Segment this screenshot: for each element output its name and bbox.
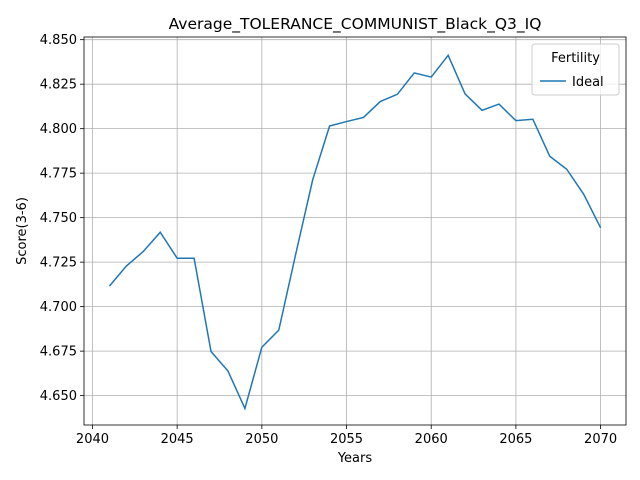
legend-box (531, 43, 620, 96)
legend: Fertility Ideal (531, 43, 620, 96)
y-tick-label: 4.675 (40, 345, 77, 360)
x-axis: 2040 2045 2050 2055 2060 2065 2070 (76, 425, 617, 447)
y-tick-label: 4.775 (40, 167, 77, 182)
x-tick-label: 2050 (245, 432, 278, 447)
series-layer (108, 53, 602, 411)
y-tick-label: 4.700 (40, 300, 77, 315)
y-tick-label: 4.850 (40, 33, 77, 48)
y-tick-label: 4.725 (40, 256, 77, 271)
y-tick-label: 4.800 (40, 122, 77, 137)
x-axis-label: Years (337, 451, 373, 466)
legend-title: Fertility (551, 51, 600, 66)
x-tick-label: 2040 (76, 432, 109, 447)
legend-entry-ideal: Ideal (572, 75, 604, 90)
grid (84, 37, 626, 425)
series-line-ideal (108, 53, 602, 411)
y-axis: 4.650 4.675 4.700 4.725 4.750 4.775 4.800 4.825… (40, 33, 84, 404)
x-tick-label: 2070 (584, 432, 617, 447)
y-tick-label: 4.825 (40, 78, 77, 93)
chart-title: Average_TOLERANCE_COMMUNIST_Black_Q3_IQ (169, 15, 542, 34)
y-tick-label: 4.750 (40, 211, 77, 226)
y-axis-label: Score(3-6) (15, 197, 30, 265)
x-tick-label: 2055 (330, 432, 363, 447)
y-tick-label: 4.650 (40, 389, 77, 404)
x-tick-label: 2065 (499, 432, 532, 447)
x-tick-label: 2060 (415, 432, 448, 447)
plot-frame (83, 36, 627, 426)
x-tick-label: 2045 (161, 432, 194, 447)
